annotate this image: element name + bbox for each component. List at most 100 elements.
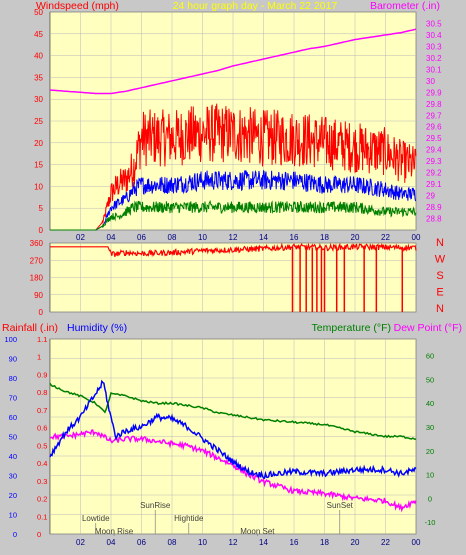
hour-tick-label: 18 bbox=[320, 538, 329, 547]
rainfall-tick-label: 0.5 bbox=[37, 441, 47, 450]
rainfall-tick-label: 0 bbox=[37, 530, 41, 539]
barometer-tick-label: 30.4 bbox=[426, 31, 442, 40]
barometer-tick-label: 30.5 bbox=[426, 19, 442, 28]
hour-tick-label: 12 bbox=[229, 233, 238, 242]
wind-gust-line bbox=[50, 103, 417, 231]
rainfall-tick-label: 1.1 bbox=[37, 335, 47, 344]
hour-tick-label: 14 bbox=[259, 538, 268, 547]
temp-series bbox=[49, 379, 417, 513]
rainfall-tick-label: 0.9 bbox=[37, 370, 47, 379]
chart-title: 24 hour graph day - March 22 2017 bbox=[173, 0, 338, 12]
direction-left-ticks: 0 90 180 270 360 bbox=[30, 239, 44, 317]
humidity-tick-label: 0 bbox=[13, 530, 17, 539]
rainfall-tick-label: 0.4 bbox=[37, 459, 47, 468]
wind-left-ticks: 0 5 10 15 20 25 30 35 40 45 50 bbox=[34, 8, 43, 235]
direction-series bbox=[50, 242, 417, 312]
direction-tick-label: 360 bbox=[30, 239, 44, 248]
wind-average-line bbox=[50, 169, 417, 231]
hour-tick-label: 00 bbox=[412, 538, 421, 547]
temperature-axis-label: Temperature (°F) bbox=[312, 322, 391, 334]
windspeed-tick-label: 30 bbox=[34, 95, 43, 104]
barometer-tick-label: 29.5 bbox=[426, 134, 442, 143]
rainfall-tick-label: 0.3 bbox=[37, 477, 47, 486]
barometer-tick-label: 30.1 bbox=[426, 65, 442, 74]
annotation-label: Hightide bbox=[174, 514, 204, 523]
barometer-tick-label: 29.6 bbox=[426, 123, 442, 132]
compass-label: S bbox=[436, 270, 443, 282]
temperature-tick-label: 60 bbox=[426, 352, 434, 361]
temperature-tick-label: 0 bbox=[428, 494, 432, 503]
humidity-tick-label: 80 bbox=[9, 374, 17, 383]
humidity-tick-label: 40 bbox=[9, 452, 17, 461]
windspeed-tick-label: 5 bbox=[39, 204, 44, 213]
temperature-tick-label: 10 bbox=[426, 471, 434, 480]
hour-tick-label: 20 bbox=[351, 233, 360, 242]
compass-label: N bbox=[436, 237, 444, 249]
rainfall-axis-label: Rainfall (.in) bbox=[2, 322, 58, 334]
windspeed-tick-label: 40 bbox=[34, 52, 43, 61]
dewpoint-axis-label: Dew Point (°F) bbox=[394, 322, 462, 334]
wind-x-ticks: 02 04 06 08 10 12 14 16 18 20 22 00 bbox=[76, 233, 421, 242]
windspeed-tick-label: 50 bbox=[34, 8, 43, 17]
annotation-label: Moon Rise bbox=[95, 527, 134, 536]
barometer-tick-label: 28.8 bbox=[426, 215, 442, 224]
hour-tick-label: 08 bbox=[168, 233, 177, 242]
hour-tick-label: 18 bbox=[320, 233, 329, 242]
temperature-tick-label: 50 bbox=[426, 375, 434, 384]
humidity-tick-label: 10 bbox=[9, 511, 17, 520]
barometer-tick-label: 29.3 bbox=[426, 157, 442, 166]
temperature-tick-label: 20 bbox=[426, 447, 434, 456]
hour-tick-label: 16 bbox=[290, 233, 299, 242]
direction-tick-label: 90 bbox=[34, 291, 43, 300]
direction-tick-label: 180 bbox=[30, 274, 44, 283]
barometer-tick-label: 29.8 bbox=[426, 100, 442, 109]
humidity-ticks: 0 10 20 30 40 50 60 70 80 90 100 bbox=[4, 335, 17, 539]
temperature-line bbox=[49, 382, 416, 440]
compass-label: W bbox=[435, 254, 446, 266]
barometer-tick-label: 30.3 bbox=[426, 42, 442, 51]
temperature-tick-label: 40 bbox=[426, 399, 434, 408]
annotation-label: SunRise bbox=[140, 501, 171, 510]
barometer-tick-label: 29.2 bbox=[426, 169, 442, 178]
direction-tick-label: 270 bbox=[30, 256, 44, 265]
humidity-tick-label: 60 bbox=[9, 413, 17, 422]
barometer-axis-label: Barometer (.in) bbox=[370, 0, 440, 12]
humidity-line bbox=[49, 379, 417, 480]
temperature-tick-label: 30 bbox=[426, 423, 434, 432]
wind-direction-line bbox=[50, 242, 417, 258]
humidity-axis-label: Humidity (%) bbox=[67, 322, 127, 334]
windspeed-axis-label: Windspeed (mph) bbox=[36, 0, 119, 12]
hour-tick-label: 00 bbox=[412, 233, 421, 242]
barometer-right-ticks: 28.8 28.9 29 29.1 29.2 29.3 29.4 29.5 29.6 29.7 29… bbox=[426, 19, 442, 223]
windspeed-tick-label: 15 bbox=[34, 161, 43, 170]
windspeed-tick-label: 20 bbox=[34, 139, 43, 148]
direction-tick-label: 0 bbox=[39, 308, 44, 317]
humidity-tick-label: 20 bbox=[9, 491, 17, 500]
rainfall-tick-label: 0.1 bbox=[37, 512, 47, 521]
hour-tick-label: 10 bbox=[198, 233, 207, 242]
rainfall-tick-label: 0.8 bbox=[37, 388, 47, 397]
barometer-tick-label: 28.9 bbox=[426, 203, 442, 212]
temperature-ticks: -10 0 10 20 30 40 50 60 bbox=[425, 352, 436, 527]
humidity-tick-label: 30 bbox=[9, 472, 17, 481]
hour-tick-label: 04 bbox=[107, 233, 116, 242]
rainfall-tick-label: 0.6 bbox=[37, 424, 47, 433]
barometer-line bbox=[49, 28, 417, 95]
barometer-tick-label: 29 bbox=[426, 192, 435, 201]
hour-tick-label: 14 bbox=[259, 233, 268, 242]
wind-lull-line bbox=[50, 199, 417, 231]
rainfall-tick-label: 0.2 bbox=[37, 495, 47, 504]
windspeed-tick-label: 10 bbox=[34, 182, 43, 191]
windspeed-tick-label: 25 bbox=[34, 117, 43, 126]
annotation-label: SunSet bbox=[327, 501, 354, 510]
barometer-tick-label: 30.2 bbox=[426, 54, 442, 63]
windspeed-tick-label: 0 bbox=[39, 226, 44, 235]
compass-label: E bbox=[436, 287, 443, 299]
barometer-tick-label: 29.7 bbox=[426, 111, 442, 120]
barometer-tick-label: 29.9 bbox=[426, 88, 442, 97]
